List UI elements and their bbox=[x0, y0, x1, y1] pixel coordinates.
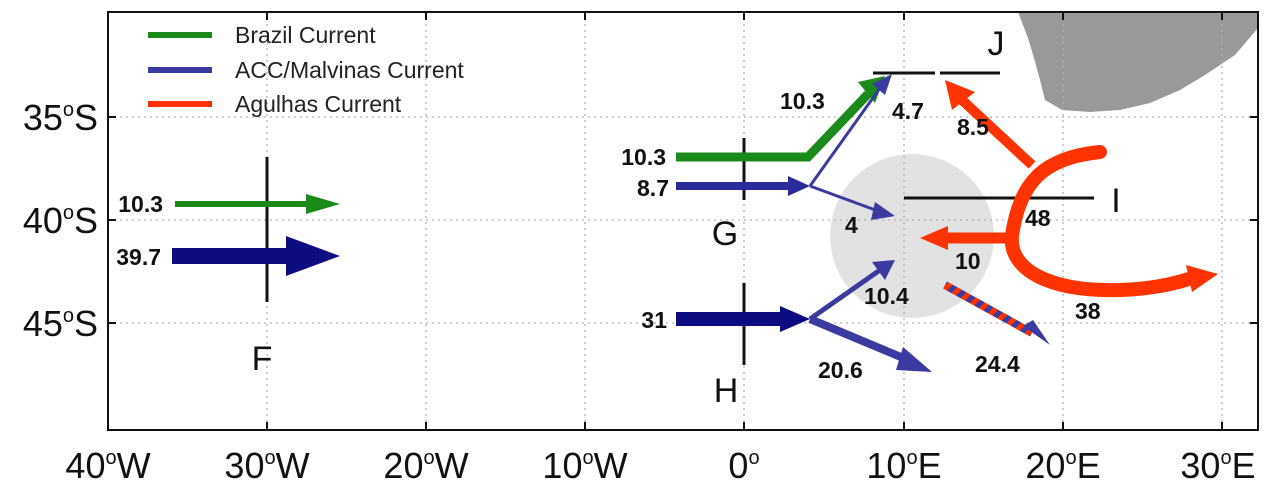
value-i-agulhas: 48 bbox=[1025, 205, 1051, 231]
value-agulhas-retroflection: 38 bbox=[1075, 298, 1101, 324]
mixed-arrow-east bbox=[943, 281, 1034, 337]
lon-tick-20w: 20oW bbox=[383, 445, 468, 486]
value-f-acc: 39.7 bbox=[116, 244, 161, 270]
lat-tick-35s: 35oS bbox=[23, 97, 98, 138]
value-j-acc: 4.7 bbox=[892, 98, 924, 124]
acc-arrow-g-to-j bbox=[808, 87, 882, 187]
lat-tick-45s: 45oS bbox=[23, 303, 98, 344]
lon-tick-labels: 40oW 30oW 20oW 10oW 0o 10oE 20oE 30oE bbox=[65, 445, 1255, 486]
africa-landmass bbox=[1018, 12, 1258, 112]
plot-frame bbox=[107, 11, 1259, 431]
section-label-f: F bbox=[252, 340, 273, 378]
value-g-brazil-in: 10.3 bbox=[621, 144, 666, 170]
legend-label-agulhas: Agulhas Current bbox=[235, 91, 402, 117]
lon-tick-10e: 10oE bbox=[866, 445, 941, 486]
acc-arrow-g-to-eddy bbox=[809, 184, 879, 213]
section-label-g: G bbox=[712, 215, 738, 253]
lat-tick-labels: 35oS 40oS 45oS bbox=[23, 97, 98, 344]
value-h-east: 20.6 bbox=[818, 357, 863, 383]
lat-tick-40s: 40oS bbox=[23, 200, 98, 241]
brazil-arrow-g bbox=[676, 90, 872, 162]
transport-values: 10.3 39.7 10.3 8.7 10.3 4.7 8.5 4 48 10 … bbox=[116, 88, 1101, 383]
acc-malvinas-arrows bbox=[172, 74, 932, 372]
section-letters: F G H I J bbox=[252, 25, 1121, 410]
lon-tick-30e: 30oE bbox=[1180, 445, 1255, 486]
lon-tick-20e: 20oE bbox=[1025, 445, 1100, 486]
section-label-h: H bbox=[714, 372, 739, 410]
legend-label-acc: ACC/Malvinas Current bbox=[235, 57, 464, 83]
lon-tick-40w: 40oW bbox=[65, 445, 150, 486]
value-g-brazil-out: 10.3 bbox=[780, 88, 825, 114]
value-agulhas-west: 10 bbox=[955, 248, 981, 274]
lon-tick-0: 0o bbox=[728, 445, 759, 486]
value-f-brazil: 10.3 bbox=[118, 191, 163, 217]
acc-arrow-h-to-eddy bbox=[808, 267, 882, 322]
value-mixed-east: 24.4 bbox=[975, 351, 1020, 377]
section-label-i: I bbox=[1111, 182, 1120, 220]
agulhas-arrow-to-j bbox=[958, 96, 1036, 169]
agulhas-current-arrows bbox=[920, 80, 1218, 345]
acc-arrow-h-east bbox=[808, 315, 910, 364]
value-j-agulhas: 8.5 bbox=[957, 114, 989, 140]
agulhas-retroflection bbox=[1004, 145, 1199, 298]
lon-tick-10w: 10oW bbox=[542, 445, 627, 486]
value-eddy-from-g: 4 bbox=[845, 212, 858, 238]
section-label-j: J bbox=[988, 25, 1005, 63]
value-g-acc-in: 8.7 bbox=[637, 175, 669, 201]
legend-label-brazil: Brazil Current bbox=[235, 22, 376, 48]
lon-tick-30w: 30oW bbox=[224, 445, 309, 486]
value-h-to-eddy: 10.4 bbox=[864, 283, 909, 309]
section-lines bbox=[265, 71, 1094, 365]
legend: Brazil Current ACC/Malvinas Current Agul… bbox=[148, 22, 464, 117]
value-h-acc-in: 31 bbox=[641, 307, 667, 333]
